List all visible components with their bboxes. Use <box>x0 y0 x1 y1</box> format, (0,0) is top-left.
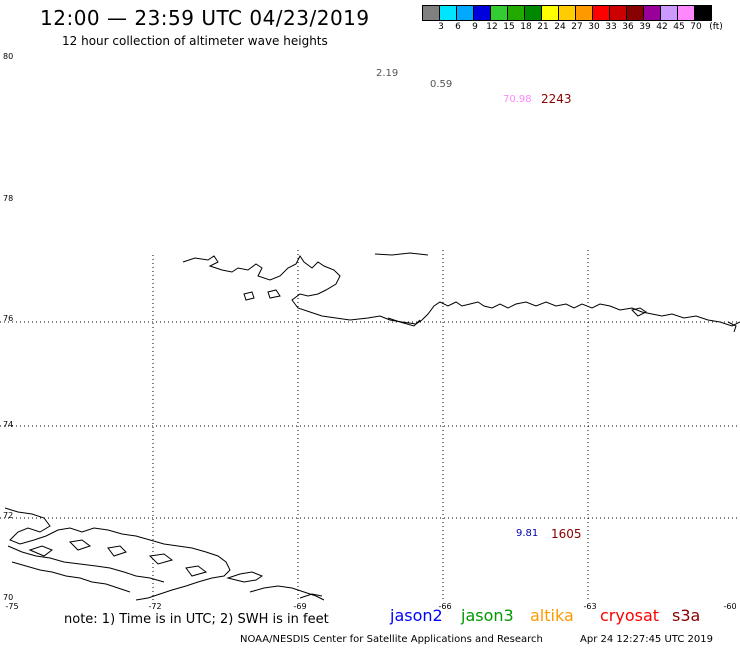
lon-label-75: -75 <box>5 602 19 611</box>
legend-unit: (ft) <box>709 22 723 32</box>
legend-label: 24 <box>554 22 566 32</box>
legend-swatch <box>507 5 525 21</box>
lat-label-72: 72 <box>3 511 14 520</box>
satellite-jason2: jason2 <box>390 606 443 625</box>
observation-id: 1605 <box>551 527 582 541</box>
lon-label-63: -63 <box>583 602 597 611</box>
coastline-north <box>182 252 740 333</box>
satellite-s3a: s3a <box>672 606 701 625</box>
satellite-altika: altika <box>530 606 574 625</box>
legend-swatch <box>643 5 661 21</box>
legend-label: 15 <box>503 22 515 32</box>
legend-swatch <box>626 5 644 21</box>
legend-label: 18 <box>520 22 532 32</box>
legend-swatch <box>524 5 542 21</box>
legend-label: 70 <box>690 22 702 32</box>
legend-swatch <box>541 5 559 21</box>
legend-swatch <box>677 5 695 21</box>
color-legend <box>422 5 712 21</box>
color-legend-labels: 3 6 9 12 15 18 21 24 27 30 33 36 39 42 45 70 (ft) <box>422 22 740 34</box>
legend-label: 45 <box>673 22 685 32</box>
lat-label-70: 70 <box>3 593 14 602</box>
legend-swatch <box>490 5 508 21</box>
lat-label-80: 80 <box>3 52 14 61</box>
legend-label: 30 <box>588 22 600 32</box>
lon-label-60: -60 <box>723 602 737 611</box>
observation-id: 2243 <box>541 92 572 106</box>
legend-label: 21 <box>537 22 549 32</box>
legend-label: 42 <box>656 22 668 32</box>
legend-swatch <box>439 5 457 21</box>
legend-label: 9 <box>472 22 478 32</box>
legend-label: 39 <box>639 22 651 32</box>
lon-label-66: -66 <box>438 602 452 611</box>
legend-label: 27 <box>571 22 583 32</box>
legend-swatch <box>660 5 678 21</box>
lon-label-69: -69 <box>293 602 307 611</box>
lon-label-72: -72 <box>148 602 162 611</box>
chart-subtitle: 12 hour collection of altimeter wave hei… <box>62 34 328 48</box>
legend-swatch <box>609 5 627 21</box>
legend-swatch <box>422 5 440 21</box>
satellite-cryosat: cryosat <box>600 606 660 625</box>
legend-label: 12 <box>486 22 498 32</box>
lat-label-74: 74 <box>3 420 14 429</box>
legend-swatch <box>456 5 474 21</box>
wave-height-reading: 9.81 <box>516 528 539 539</box>
legend-label: 36 <box>622 22 634 32</box>
legend-swatch <box>694 5 712 21</box>
credit-line: NOAA/NESDIS Center for Satellite Applica… <box>240 634 543 645</box>
wave-height-reading: 0.59 <box>430 79 453 90</box>
graticule <box>0 250 740 600</box>
wave-height-reading: 70.98 <box>503 94 532 105</box>
lat-label-76: 76 <box>3 314 14 323</box>
coastline-south <box>4 507 325 601</box>
satellite-jason3: jason3 <box>461 606 514 625</box>
legend-swatch <box>575 5 593 21</box>
legend-swatch <box>592 5 610 21</box>
legend-label: 33 <box>605 22 617 32</box>
legend-swatch <box>558 5 576 21</box>
wave-height-reading: 2.19 <box>376 68 399 79</box>
legend-label: 6 <box>455 22 461 32</box>
legend-label: 3 <box>438 22 444 32</box>
legend-swatch <box>473 5 491 21</box>
chart-title: 12:00 — 23:59 UTC 04/23/2019 <box>40 6 370 30</box>
footnote: note: 1) Time is in UTC; 2) SWH is in fe… <box>64 612 329 627</box>
lat-label-78: 78 <box>3 194 14 203</box>
generated-timestamp: Apr 24 12:27:45 UTC 2019 <box>580 634 713 645</box>
